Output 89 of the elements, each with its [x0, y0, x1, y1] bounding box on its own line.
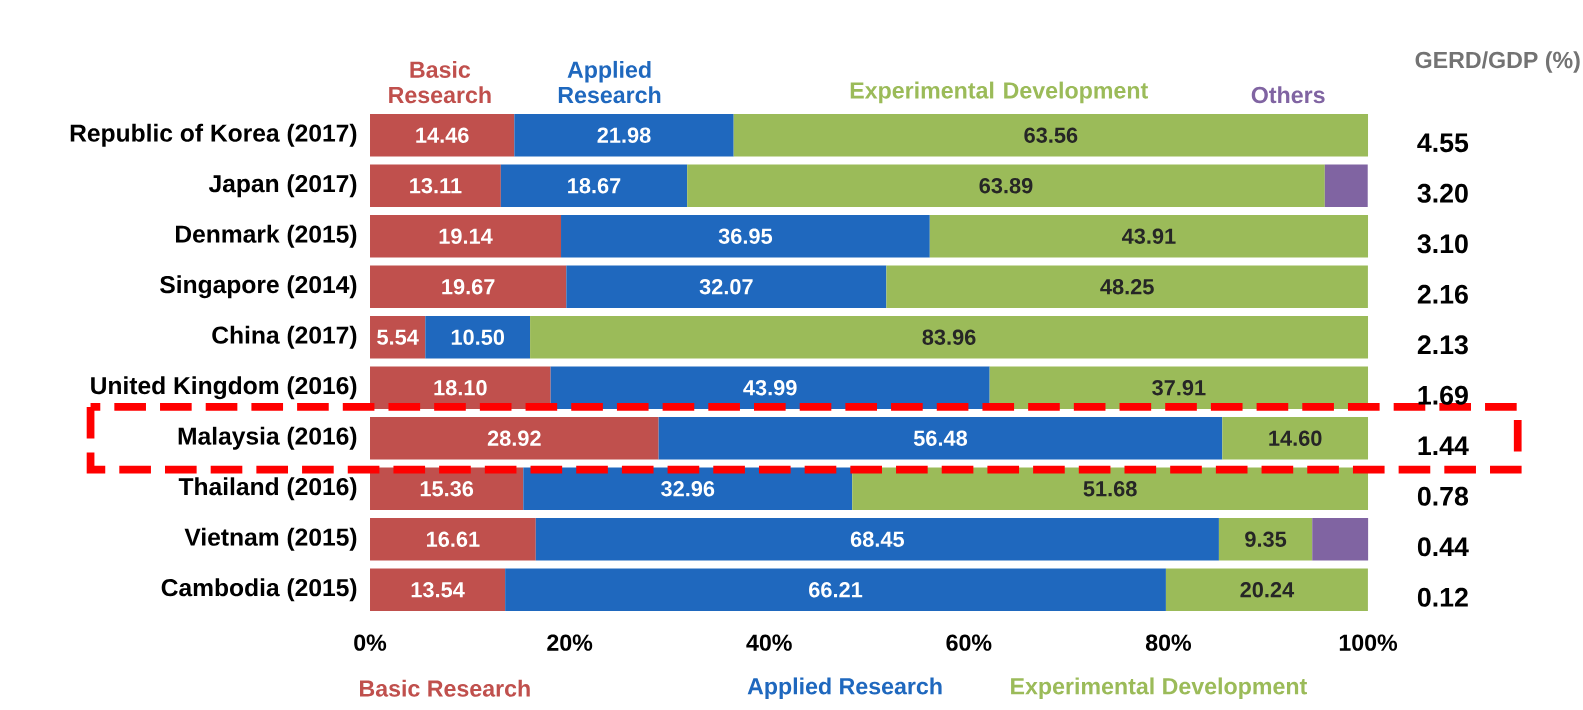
bar	[530, 316, 1369, 359]
bar	[1222, 417, 1369, 460]
data-label: 5.54	[377, 329, 419, 345]
data-label: 28.92	[487, 430, 541, 446]
bar	[505, 568, 1166, 611]
bar	[370, 164, 501, 207]
x-tick-label: 40%	[746, 634, 792, 651]
y-tick-label: Denmark (2015)	[176, 224, 357, 248]
data-label: 32.96	[661, 481, 715, 497]
data-label: 9.35	[1245, 531, 1287, 547]
y-tick-label: China (2017)	[212, 325, 357, 349]
series-label: Experimental Development	[850, 81, 1148, 104]
text: 3.20	[1417, 183, 1468, 203]
data-label: 43.91	[1121, 228, 1176, 244]
bar	[425, 316, 531, 359]
bar	[514, 114, 734, 157]
data-label: 13.54	[411, 582, 465, 598]
data-label: 56.48	[913, 430, 968, 446]
bar	[500, 164, 688, 207]
data-label: 18.10	[434, 380, 487, 396]
data-label: 15.36	[420, 481, 474, 497]
bar	[370, 417, 659, 460]
text: GERD/GDP (%)	[1415, 51, 1580, 73]
y-tick-label: Malaysia (2016)	[178, 426, 357, 450]
bar	[1165, 568, 1368, 611]
data-label: 68.45	[850, 531, 905, 547]
data-label: 14.60	[1269, 430, 1322, 446]
y-tick-label: Japan (2017)	[208, 174, 357, 198]
bar	[370, 518, 536, 561]
x-tick-label: 100%	[1339, 634, 1398, 651]
y-tick-label: United Kingdom (2016)	[91, 376, 357, 400]
data-label: 48.25	[1100, 279, 1154, 295]
data-label: 10.50	[451, 329, 505, 345]
bar	[658, 417, 1223, 460]
y-tick-label: Thailand (2016)	[178, 477, 357, 501]
data-label: 83.96	[922, 329, 976, 345]
text: Applied Research	[747, 677, 942, 700]
text: 0.12	[1417, 587, 1468, 607]
series-label: Basic Research	[389, 60, 491, 104]
y-tick-label: Cambodia (2015)	[161, 578, 357, 602]
data-label: 66.21	[809, 582, 863, 598]
data-label: 14.46	[416, 127, 469, 143]
text: 2.13	[1417, 335, 1468, 355]
bar	[687, 164, 1325, 207]
y-tick-label: Vietnam (2015)	[184, 527, 357, 551]
bar	[566, 265, 887, 308]
text: 3.10	[1417, 234, 1468, 254]
bar	[733, 114, 1369, 157]
y-tick-label: Singapore (2014)	[160, 275, 357, 299]
x-tick-label: 60%	[946, 634, 992, 651]
bar	[370, 114, 515, 157]
text: Others	[1251, 86, 1325, 104]
data-label: 37.91	[1152, 380, 1206, 396]
data-label: 16.61	[427, 531, 480, 547]
text: 0.78	[1417, 486, 1469, 506]
text: 0.44	[1417, 537, 1469, 557]
data-label: 63.56	[1024, 127, 1078, 143]
x-tick-label: 80%	[1145, 634, 1192, 651]
bar	[1218, 518, 1313, 561]
data-label: 51.68	[1083, 481, 1137, 497]
data-label: 20.24	[1240, 582, 1295, 598]
bar	[370, 265, 567, 308]
data-label: 19.14	[439, 228, 493, 244]
text: 4.55	[1417, 133, 1469, 153]
text: 1.69	[1418, 385, 1468, 405]
data-label: 36.95	[718, 228, 773, 244]
bar	[561, 215, 930, 258]
data-label: 19.67	[442, 279, 495, 295]
data-label: 18.67	[568, 178, 621, 194]
data-label: 63.89	[979, 178, 1033, 194]
text: Experimental Development	[1011, 677, 1308, 700]
bar	[929, 215, 1369, 258]
data-label: 21.98	[597, 127, 651, 143]
bar	[535, 518, 1219, 561]
text: 1.44	[1418, 436, 1469, 456]
text: Basic Research	[360, 679, 530, 697]
series-label: Applied Research	[558, 60, 661, 104]
text: 2.16	[1417, 284, 1468, 304]
y-tick-label: Republic of Korea (2017)	[70, 123, 357, 147]
bar	[370, 568, 506, 611]
data-label: 43.99	[743, 380, 797, 396]
data-label: 32.07	[699, 279, 753, 295]
bar	[886, 265, 1368, 308]
bar	[1324, 164, 1368, 207]
data-label: 13.11	[410, 178, 462, 194]
bar	[1312, 518, 1369, 561]
x-tick-label: 0%	[354, 634, 387, 651]
bar	[370, 215, 562, 258]
x-tick-label: 20%	[547, 634, 593, 651]
